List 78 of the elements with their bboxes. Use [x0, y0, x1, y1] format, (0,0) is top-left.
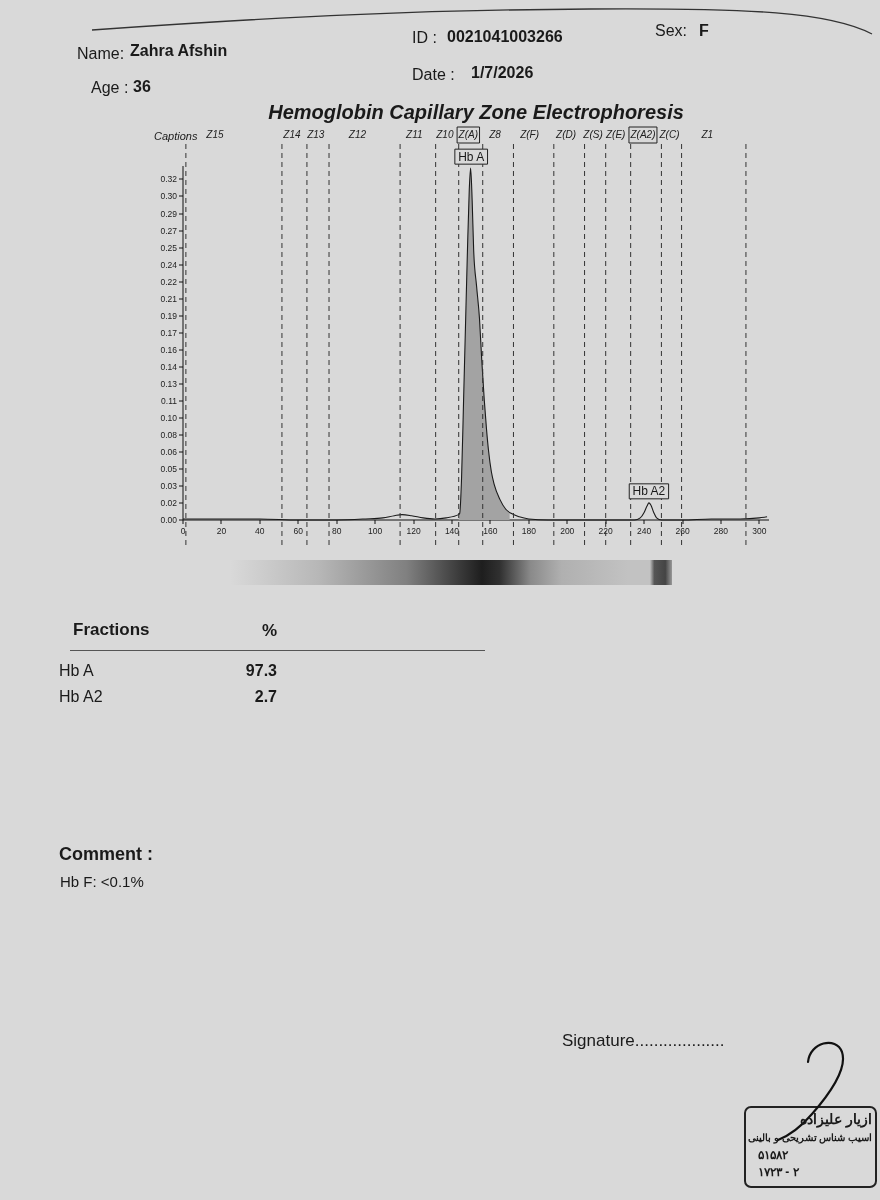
text: 97.3: [245, 662, 277, 681]
x-tick-label: 280: [713, 526, 729, 536]
y-tick-label: 0.00: [160, 515, 178, 525]
x-tick-label: 200: [560, 526, 575, 536]
x-tick-label: 160: [483, 526, 498, 536]
ref-line-label: Z8: [488, 129, 502, 140]
ref-line-label: Z11: [405, 129, 423, 140]
x-tick-label: 140: [444, 526, 460, 536]
text: %: [262, 621, 278, 641]
text: Comment :: [59, 844, 153, 865]
text: F: [699, 22, 709, 41]
text: ۵۱۵۸۲: [758, 1148, 788, 1163]
ref-line-label: Z(A): [457, 129, 479, 140]
text: 2.7: [254, 688, 277, 707]
text: Signature...................: [562, 1031, 725, 1051]
y-tick-label: 0.05: [160, 463, 178, 474]
text: 36: [133, 78, 151, 97]
y-tick-label: 0.25: [160, 242, 178, 253]
annotation: Hb A: [458, 149, 485, 164]
line-series: [182, 167, 768, 521]
text: Hb A2: [59, 688, 103, 707]
y-tick-label: 0.30: [160, 191, 178, 202]
ref-line-label: Z13: [306, 129, 325, 140]
y-tick-label: 0.13: [160, 378, 178, 389]
ref-line-label: Z(E): [604, 129, 626, 140]
text: ID :: [412, 29, 437, 48]
y-tick-label: 0.08: [160, 429, 178, 440]
text: Fractions: [73, 620, 150, 640]
y-tick-label: 0.22: [160, 276, 178, 287]
ref-line-label: Z(C): [658, 129, 680, 140]
y-tick-label: 0.03: [160, 480, 178, 491]
text: Hb F: <0.1%: [60, 873, 144, 891]
y-tick-label: 0.29: [160, 208, 178, 219]
text: Zahra Afshin: [130, 42, 228, 61]
x-tick-label: 300: [752, 526, 767, 536]
y-tick-label: 0.32: [160, 174, 178, 185]
ref-line-label: Z10: [435, 129, 454, 140]
x-tick-label: 240: [637, 526, 652, 536]
text: 0021041003266: [447, 28, 563, 47]
text: Age :: [91, 79, 129, 98]
x-tick-label: 20: [216, 526, 227, 536]
text: ۱۷۲۳ - ۲: [758, 1165, 799, 1180]
ref-line-label: Z(S): [582, 129, 603, 140]
ref-line-label: Z15: [205, 129, 224, 140]
x-tick-label: 100: [368, 526, 383, 536]
y-tick-label: 0.02: [160, 497, 178, 508]
ref-line-label: Z14: [282, 129, 301, 140]
y-tick-label: 0.21: [160, 293, 178, 304]
ref-line-label: Z(A2): [629, 129, 656, 140]
ref-line-label: Z(F): [519, 129, 540, 140]
text: Sex:: [655, 22, 688, 41]
chart-title: Hemoglobin Capillary Zone Electrophoresis: [268, 100, 684, 123]
text: Captions: [154, 130, 198, 143]
x-tick-label: 80: [331, 526, 342, 536]
ref-line-label: Z12: [347, 129, 367, 140]
ref-line-label: Z(D): [555, 129, 577, 140]
text: Date :: [412, 66, 455, 85]
x-tick-label: 0: [180, 526, 186, 536]
y-tick-label: 0.24: [160, 259, 178, 270]
x-tick-label: 180: [521, 526, 537, 536]
x-tick-label: 260: [675, 526, 690, 536]
x-tick-label: 40: [255, 526, 265, 536]
ref-line-label: Z1: [700, 129, 714, 140]
text: Hb A: [59, 662, 94, 681]
text: Name:: [77, 45, 125, 64]
y-tick-label: 0.19: [160, 310, 178, 321]
y-tick-label: 0.17: [160, 327, 178, 338]
y-tick-label: 0.16: [160, 344, 178, 355]
text: 1/7/2026: [471, 64, 534, 83]
x-tick-label: 220: [598, 526, 614, 536]
y-tick-label: 0.11: [161, 395, 178, 406]
y-tick-label: 0.10: [160, 412, 178, 423]
annotation: Hb A2: [632, 484, 666, 499]
x-tick-label: 60: [293, 526, 304, 536]
x-tick-label: 120: [406, 526, 421, 536]
y-tick-label: 0.06: [160, 446, 178, 457]
y-tick-label: 0.14: [160, 361, 178, 372]
y-tick-label: 0.27: [160, 225, 178, 236]
